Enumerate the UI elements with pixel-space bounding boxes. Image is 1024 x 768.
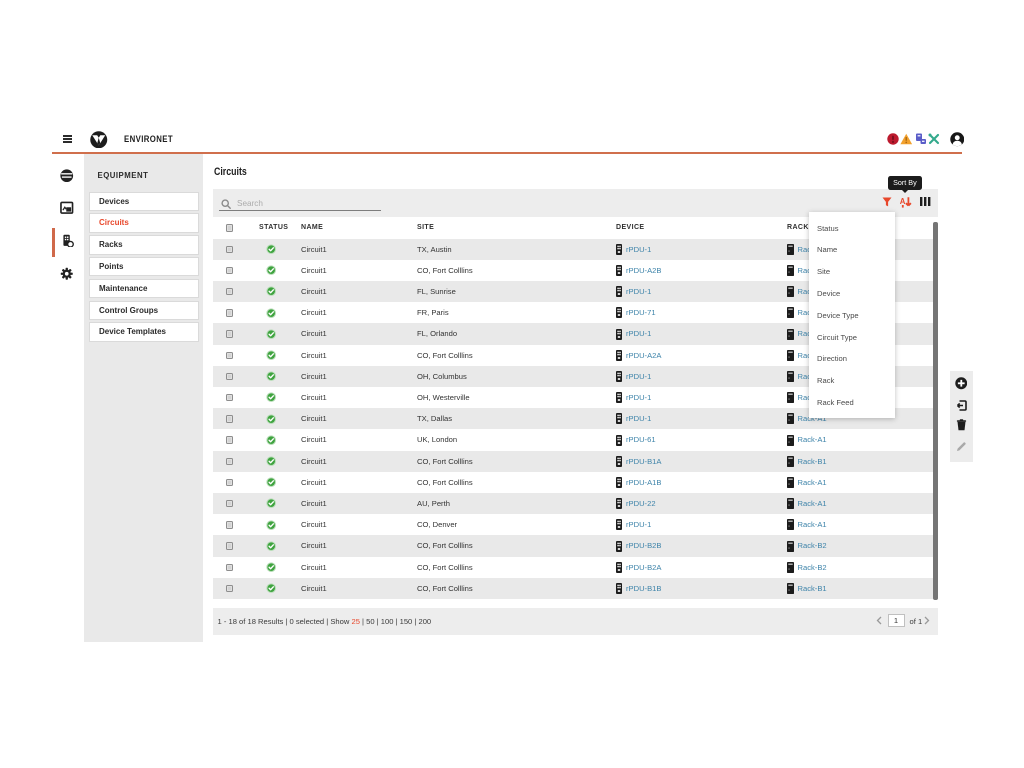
svg-text:A: A [900,196,906,205]
